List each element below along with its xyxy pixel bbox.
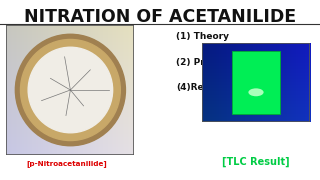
Text: (2) Procedure: (2) Procedure <box>176 58 246 67</box>
Ellipse shape <box>248 88 264 96</box>
Text: NITRATION OF ACETANILIDE: NITRATION OF ACETANILIDE <box>24 8 296 26</box>
Text: (1) Theory: (1) Theory <box>176 32 229 41</box>
Circle shape <box>28 47 113 133</box>
Circle shape <box>15 34 125 146</box>
Text: [p-Nitroacetanilide]: [p-Nitroacetanilide] <box>27 160 108 167</box>
Text: [TLC Result]: [TLC Result] <box>222 157 290 167</box>
Bar <box>232 51 280 114</box>
Text: (4)Results: (4)Results <box>176 83 228 92</box>
Circle shape <box>20 39 120 141</box>
